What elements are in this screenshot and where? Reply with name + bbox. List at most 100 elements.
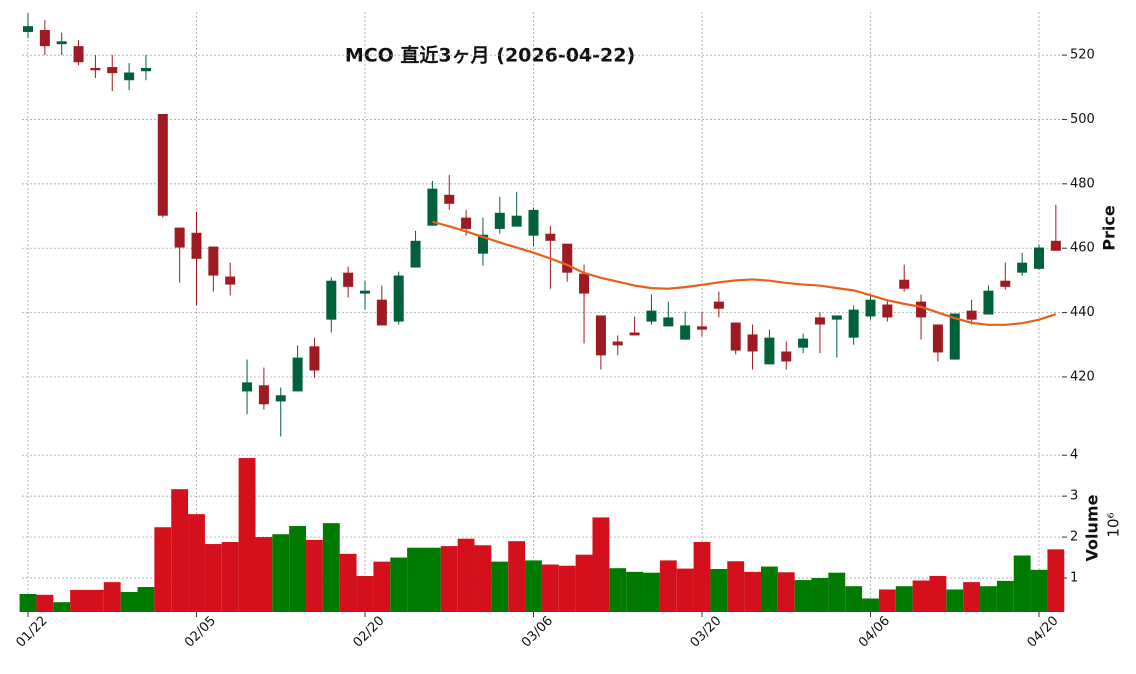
volume-bar bbox=[204, 544, 222, 612]
y-tick-label: 440 bbox=[1070, 305, 1095, 320]
candle-body bbox=[730, 322, 741, 351]
candle-body bbox=[798, 338, 809, 348]
candle-body bbox=[393, 275, 404, 322]
candle-body bbox=[292, 357, 303, 392]
volume-bar bbox=[963, 582, 981, 612]
candle-body bbox=[932, 324, 943, 353]
volume-bar bbox=[626, 571, 644, 612]
volume-bar bbox=[929, 575, 947, 612]
volume-bar bbox=[744, 571, 761, 612]
volume-bar bbox=[19, 593, 37, 612]
candle-body bbox=[275, 395, 286, 402]
volume-bar bbox=[120, 591, 138, 612]
candle-body bbox=[56, 41, 67, 45]
volume-bar bbox=[710, 569, 728, 612]
volume-bar bbox=[592, 517, 610, 612]
volume-bar bbox=[946, 589, 964, 612]
y-tick-label: 520 bbox=[1070, 48, 1095, 63]
volume-bar bbox=[676, 568, 694, 612]
candle-body bbox=[23, 26, 33, 32]
volume-bar bbox=[895, 586, 913, 612]
volume-bar bbox=[996, 580, 1014, 612]
candle-body bbox=[562, 243, 573, 273]
candle-body bbox=[326, 280, 337, 320]
volume-bar bbox=[103, 582, 121, 612]
volume-bar bbox=[609, 568, 627, 612]
candle-body bbox=[511, 215, 522, 227]
candle-body bbox=[376, 299, 387, 326]
candle-body bbox=[983, 290, 994, 315]
volume-bar bbox=[70, 589, 87, 612]
candle-body bbox=[140, 67, 151, 72]
candle-body bbox=[410, 240, 421, 268]
volume-bar bbox=[457, 538, 475, 612]
y-tick-label: 500 bbox=[1070, 112, 1095, 127]
candle-body bbox=[494, 212, 505, 229]
volume-bar bbox=[1030, 569, 1048, 612]
y-tick-label: 480 bbox=[1070, 176, 1095, 191]
volume-bar bbox=[137, 587, 155, 612]
candle-body bbox=[39, 30, 50, 47]
candle-body bbox=[747, 334, 758, 352]
volume-bar bbox=[811, 578, 829, 612]
candle-body bbox=[1034, 247, 1044, 269]
x-tick-label: 02/05 bbox=[182, 613, 219, 650]
volume-bar bbox=[912, 580, 930, 612]
candle-body bbox=[1017, 262, 1028, 273]
volume-bar bbox=[423, 547, 441, 612]
candle-body bbox=[882, 304, 893, 318]
candle-body bbox=[949, 313, 960, 360]
volume-bar bbox=[862, 598, 879, 612]
x-tick-label: 02/20 bbox=[350, 613, 387, 650]
candle-body bbox=[814, 317, 825, 325]
candle-body bbox=[899, 279, 910, 289]
volume-bar bbox=[440, 546, 458, 612]
candle-body bbox=[646, 310, 657, 322]
candle-body bbox=[90, 67, 101, 71]
candle-body bbox=[595, 315, 606, 356]
volume-bar bbox=[845, 586, 863, 612]
candle-body bbox=[865, 299, 876, 317]
candle-body bbox=[107, 67, 118, 74]
volume-bar bbox=[558, 565, 576, 612]
candle-body bbox=[427, 188, 438, 226]
x-tick-label: 01/22 bbox=[13, 613, 50, 650]
y-tick-label: 1 bbox=[1070, 571, 1078, 586]
volume-bar bbox=[154, 527, 172, 612]
volume-bar bbox=[659, 560, 677, 612]
candle-body bbox=[764, 337, 775, 365]
volume-bar bbox=[322, 523, 340, 612]
volume-bar bbox=[289, 526, 307, 612]
volume-bar bbox=[1047, 549, 1065, 612]
candle-body bbox=[713, 301, 724, 309]
volume-bar bbox=[255, 537, 273, 612]
x-tick-label: 04/06 bbox=[856, 613, 893, 650]
candle-body bbox=[360, 290, 370, 294]
volume-bar bbox=[828, 572, 846, 612]
candle-body bbox=[916, 301, 927, 318]
volume-bar bbox=[693, 541, 711, 612]
candle-body bbox=[781, 351, 792, 362]
volume-bar bbox=[238, 458, 256, 612]
volume-bar bbox=[525, 560, 542, 612]
volume-bar bbox=[727, 561, 745, 612]
volume-bar bbox=[188, 514, 205, 612]
volume-bar bbox=[878, 589, 896, 612]
volume-axis-label: Volume bbox=[1083, 494, 1102, 561]
candle-body bbox=[444, 194, 455, 204]
volume-bar bbox=[306, 539, 323, 612]
candle-body bbox=[157, 114, 168, 216]
x-tick-label: 03/06 bbox=[519, 613, 556, 650]
candle-body bbox=[225, 276, 236, 285]
y-tick-label: 3 bbox=[1070, 489, 1078, 504]
y-tick-label: 2 bbox=[1070, 530, 1078, 545]
volume-bar bbox=[491, 561, 509, 612]
candle-body bbox=[73, 46, 84, 63]
y-tick-label: 460 bbox=[1070, 241, 1095, 256]
y-axis-label: Price bbox=[1100, 205, 1119, 251]
candle-body bbox=[680, 325, 691, 340]
volume-bar bbox=[474, 545, 492, 612]
candle-body bbox=[848, 309, 859, 338]
candle-body bbox=[663, 317, 674, 327]
